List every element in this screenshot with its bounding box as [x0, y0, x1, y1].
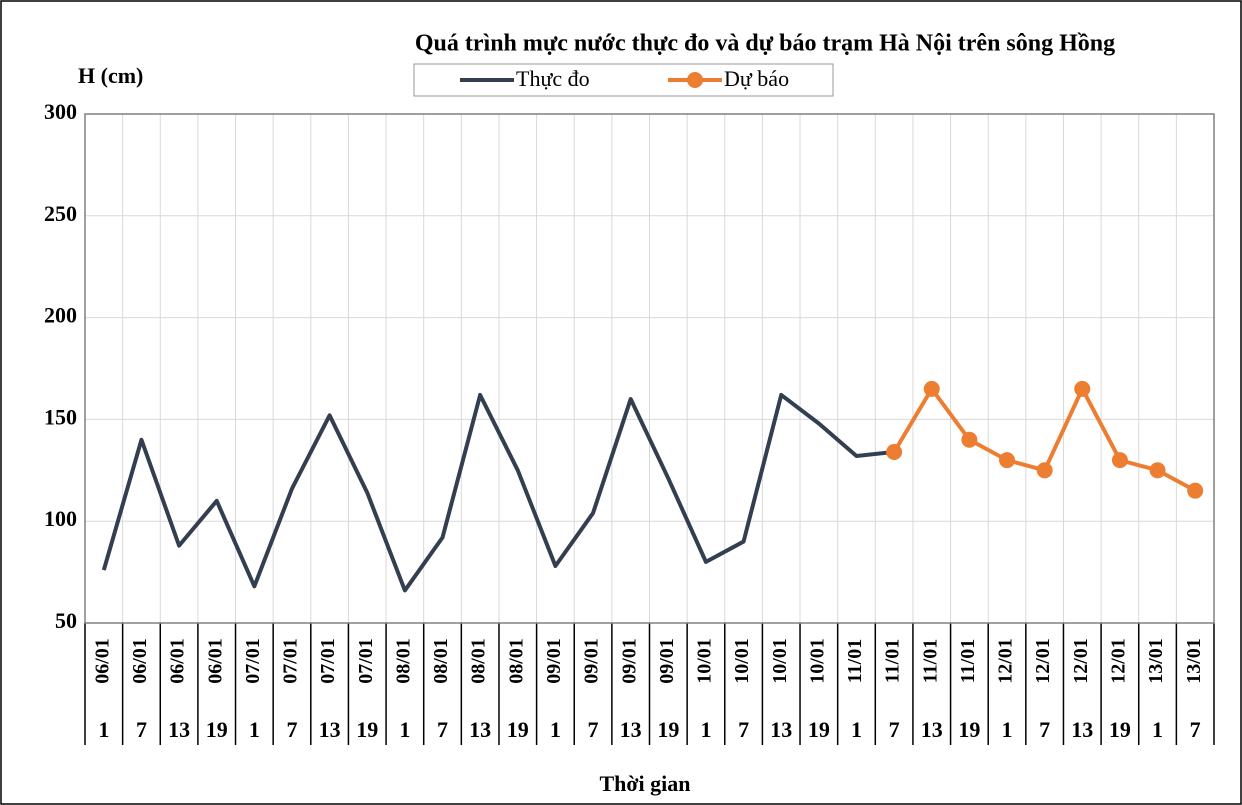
- x-date-label: 07/01: [317, 638, 339, 684]
- series-marker: [886, 443, 903, 460]
- x-axis-label: Thời gian: [599, 771, 690, 796]
- x-date-label: 08/01: [468, 638, 490, 684]
- x-date-label: 07/01: [355, 638, 377, 684]
- x-hour-label: 19: [1109, 717, 1131, 742]
- x-date-label: 09/01: [581, 638, 603, 684]
- x-date-label: 13/01: [1183, 638, 1205, 684]
- x-hour-label: 1: [851, 717, 862, 742]
- y-tick-label: 250: [44, 201, 77, 226]
- legend-label: Thực đo: [516, 66, 590, 91]
- x-hour-label: 13: [620, 717, 642, 742]
- x-hour-label: 13: [469, 717, 491, 742]
- x-hour-label: 1: [550, 717, 561, 742]
- x-date-label: 08/01: [505, 638, 527, 684]
- x-hour-label: 1: [399, 717, 410, 742]
- x-hour-label: 19: [206, 717, 228, 742]
- x-hour-label: 13: [168, 717, 190, 742]
- legend-label: Dự báo: [724, 66, 789, 91]
- x-hour-label: 7: [136, 717, 147, 742]
- x-date-label: 10/01: [769, 638, 791, 684]
- series-marker: [961, 431, 978, 448]
- x-hour-label: 1: [700, 717, 711, 742]
- x-hour-label: 19: [657, 717, 679, 742]
- x-date-label: 10/01: [694, 638, 716, 684]
- x-date-label: 06/01: [204, 638, 226, 684]
- x-date-label: 09/01: [543, 638, 565, 684]
- x-hour-label: 7: [738, 717, 749, 742]
- x-date-label: 11/01: [957, 639, 979, 683]
- x-hour-label: 7: [588, 717, 599, 742]
- y-tick-label: 100: [44, 506, 77, 531]
- x-date-label: 12/01: [995, 638, 1017, 684]
- x-date-label: 07/01: [280, 638, 302, 684]
- y-tick-label: 150: [44, 404, 77, 429]
- x-date-label: 12/01: [1070, 638, 1092, 684]
- x-date-label: 09/01: [618, 638, 640, 684]
- x-date-label: 06/01: [129, 638, 151, 684]
- legend-marker: [687, 72, 703, 88]
- x-date-label: 06/01: [167, 638, 189, 684]
- x-date-label: 10/01: [806, 638, 828, 684]
- x-date-label: 07/01: [242, 638, 264, 684]
- x-hour-label: 7: [889, 717, 900, 742]
- plot-border: [84, 113, 1215, 624]
- x-date-label: 10/01: [731, 638, 753, 684]
- x-hour-label: 7: [1039, 717, 1050, 742]
- series-marker: [1111, 452, 1128, 469]
- x-date-label: 12/01: [1032, 638, 1054, 684]
- x-hour-label: 1: [98, 717, 109, 742]
- x-date-label: 11/01: [844, 639, 866, 683]
- x-hour-label: 7: [437, 717, 448, 742]
- x-hour-label: 1: [1002, 717, 1013, 742]
- series-marker: [1074, 380, 1091, 397]
- series-marker: [923, 380, 940, 397]
- y-tick-label: 50: [55, 608, 77, 633]
- y-tick-label: 200: [44, 303, 77, 328]
- x-hour-label: 19: [958, 717, 980, 742]
- x-hour-label: 13: [770, 717, 792, 742]
- x-hour-label: 7: [286, 717, 297, 742]
- series-marker: [1149, 462, 1166, 479]
- x-date-label: 12/01: [1108, 638, 1130, 684]
- x-date-label: 11/01: [919, 639, 941, 683]
- y-axis-label: H (cm): [78, 63, 143, 88]
- x-hour-label: 19: [507, 717, 529, 742]
- y-tick-label: 300: [44, 99, 77, 124]
- x-hour-label: 1: [249, 717, 260, 742]
- chart-title: Quá trình mực nước thực đo và dự báo trạ…: [415, 31, 1115, 57]
- x-date-label: 08/01: [430, 638, 452, 684]
- x-hour-label: 19: [356, 717, 378, 742]
- x-date-label: 11/01: [882, 639, 904, 683]
- x-hour-label: 19: [808, 717, 830, 742]
- series-line: [101, 392, 895, 593]
- x-hour-label: 13: [319, 717, 341, 742]
- x-date-label: 08/01: [392, 638, 414, 684]
- series-marker: [1187, 482, 1204, 499]
- x-hour-label: 7: [1190, 717, 1201, 742]
- x-date-label: 09/01: [656, 638, 678, 684]
- x-hour-label: 13: [921, 717, 943, 742]
- x-hour-label: 13: [1071, 717, 1093, 742]
- series-marker: [1036, 462, 1053, 479]
- x-hour-label: 1: [1152, 717, 1163, 742]
- x-date-label: 06/01: [91, 638, 113, 684]
- x-date-label: 13/01: [1145, 638, 1167, 684]
- series-marker: [999, 452, 1016, 469]
